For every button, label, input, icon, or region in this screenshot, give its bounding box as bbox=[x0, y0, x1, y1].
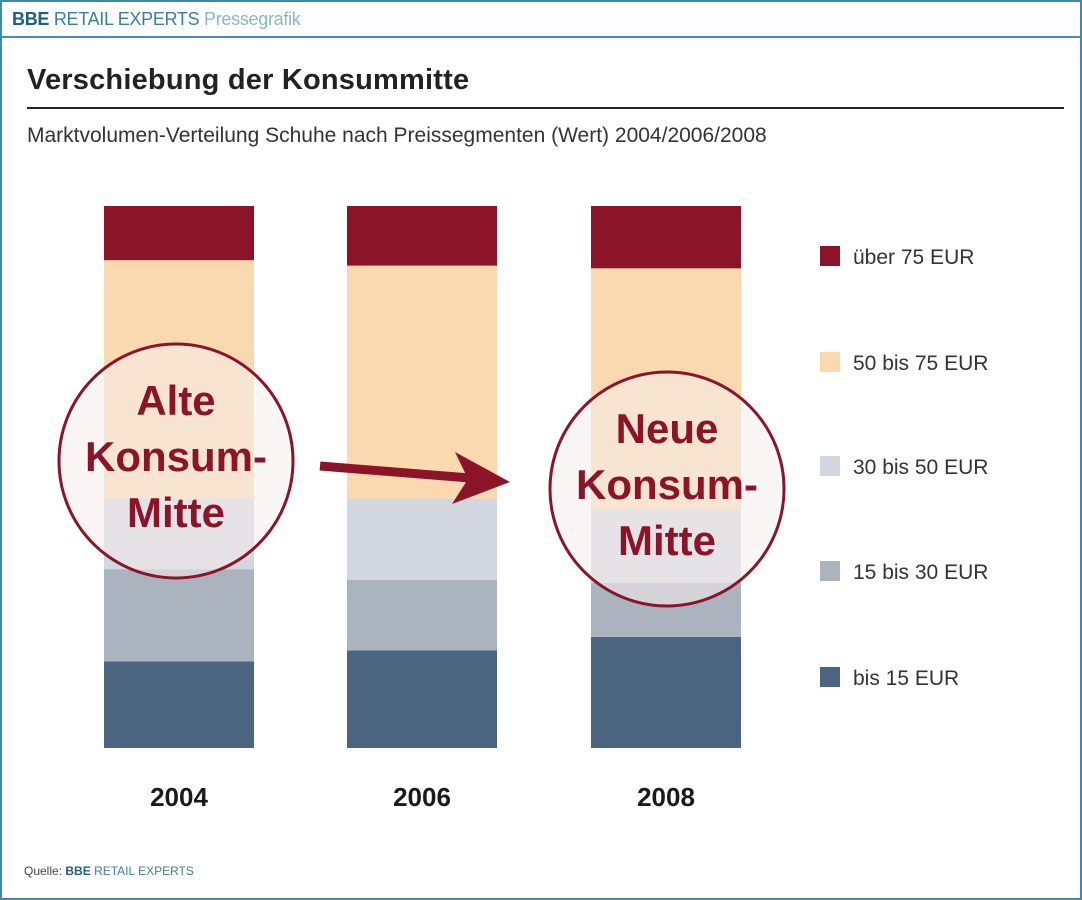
legend-item: 15 bis 30 EUR bbox=[820, 561, 988, 584]
source-bold: BBE bbox=[65, 864, 91, 878]
legend-swatch bbox=[820, 561, 840, 581]
annotation-text: Alte bbox=[136, 377, 215, 424]
bar-segment bbox=[104, 206, 254, 261]
legend: über 75 EUR 50 bis 75 EUR 30 bis 50 EUR 15 … bbox=[820, 246, 988, 690]
bar-segment bbox=[347, 206, 497, 266]
legend-label: 15 bis 30 EUR bbox=[853, 561, 988, 584]
old-center-annotation: Alte Konsum- Mitte bbox=[57, 342, 295, 580]
bar-segment bbox=[347, 265, 497, 499]
chart-title: Verschiebung der Konsummitte bbox=[27, 64, 470, 96]
annotation-circle bbox=[548, 370, 786, 608]
legend-swatch bbox=[820, 456, 840, 476]
annotation-text: Neue bbox=[616, 405, 719, 452]
annotation-text: Konsum- bbox=[576, 461, 758, 508]
x-tick-label: 2008 bbox=[637, 782, 695, 812]
bar-segment bbox=[104, 569, 254, 662]
new-center-annotation: Neue Konsum- Mitte bbox=[548, 370, 786, 608]
arrow-shaft bbox=[319, 461, 471, 483]
bar-segment bbox=[347, 650, 497, 748]
legend-label: 30 bis 50 EUR bbox=[853, 456, 988, 479]
arrow-head bbox=[452, 452, 510, 504]
brand-bold: BBE bbox=[12, 9, 50, 29]
source-name: RETAIL EXPERTS bbox=[94, 864, 194, 878]
legend-swatch bbox=[820, 246, 840, 266]
legend-swatch bbox=[820, 667, 840, 687]
legend-label: über 75 EUR bbox=[853, 246, 974, 269]
bar-2006 bbox=[347, 206, 497, 748]
x-tick-label: 2004 bbox=[150, 782, 208, 812]
legend-label: 50 bis 75 EUR bbox=[853, 352, 988, 375]
brand-bar: BBE RETAIL EXPERTS Pressegrafik bbox=[2, 2, 1080, 38]
annotation-text: Mitte bbox=[127, 489, 225, 536]
chart-subtitle: Marktvolumen-Verteilung Schuhe nach Prei… bbox=[27, 124, 767, 147]
brand-logo: BBE RETAIL EXPERTS Pressegrafik bbox=[12, 9, 301, 30]
source-note: Quelle: BBE RETAIL EXPERTS bbox=[24, 864, 194, 878]
legend-item: bis 15 EUR bbox=[820, 667, 959, 690]
bar-segment bbox=[347, 579, 497, 651]
annotation-text: Mitte bbox=[618, 517, 716, 564]
annotation-text: Konsum- bbox=[85, 433, 267, 480]
legend-item: 50 bis 75 EUR bbox=[820, 352, 988, 375]
legend-item: 30 bis 50 EUR bbox=[820, 456, 988, 479]
x-tick-label: 2006 bbox=[393, 782, 451, 812]
shift-arrow-icon bbox=[319, 452, 510, 504]
bar-segment bbox=[591, 636, 741, 748]
legend-label: bis 15 EUR bbox=[853, 667, 959, 690]
bar-segment bbox=[104, 661, 254, 748]
bar-segment bbox=[347, 498, 497, 580]
bar-segment bbox=[591, 206, 741, 269]
brand-suffix: Pressegrafik bbox=[204, 9, 301, 29]
source-label: Quelle: bbox=[24, 864, 63, 878]
legend-swatch bbox=[820, 352, 840, 372]
legend-item: über 75 EUR bbox=[820, 246, 974, 269]
annotation-circle bbox=[57, 342, 295, 580]
brand-name: RETAIL EXPERTS bbox=[53, 9, 200, 29]
title-divider bbox=[27, 107, 1064, 109]
